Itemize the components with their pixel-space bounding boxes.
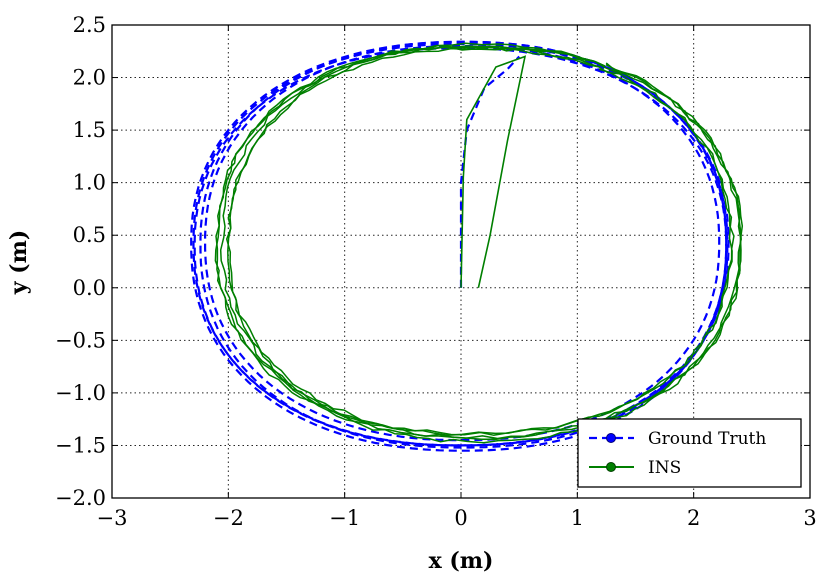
series-0 xyxy=(190,40,730,452)
series-layer xyxy=(190,40,744,452)
series-1-loop-3 xyxy=(227,47,733,436)
series-1-start-leg xyxy=(460,55,527,288)
legend-entry-ins: INS xyxy=(589,458,681,478)
x-tick-label-1: −2 xyxy=(213,506,244,530)
series-0-start-leg xyxy=(459,55,521,288)
x-tick-label-5: 2 xyxy=(687,506,700,530)
legend-box xyxy=(577,418,802,488)
x-tick-label-6: 3 xyxy=(803,506,816,530)
legend-label-ins: INS xyxy=(648,458,681,478)
tick-marks xyxy=(111,24,811,499)
y-tick-label-8: 2.0 xyxy=(73,66,106,90)
y-axis-label: y (m) xyxy=(6,230,32,296)
legend-entry-ground-truth: Ground Truth xyxy=(589,429,766,449)
y-tick-label-6: 1.0 xyxy=(73,171,106,195)
y-tick-label-9: 2.5 xyxy=(73,13,106,37)
x-tick-label-0: −3 xyxy=(97,506,128,530)
y-tick-label-7: 1.5 xyxy=(73,118,106,142)
legend: Ground Truth INS xyxy=(577,418,802,488)
x-tick-label-3: 0 xyxy=(454,506,467,530)
series-0-loop-1 xyxy=(190,40,728,452)
series-1 xyxy=(214,42,744,444)
x-tick-label-2: −1 xyxy=(329,506,360,530)
series-0-loop-3 xyxy=(204,45,721,442)
legend-marker-ins xyxy=(606,462,616,472)
y-tick-label-2: −1.0 xyxy=(55,381,106,405)
y-tick-label-3: −0.5 xyxy=(55,328,106,352)
x-axis-label: x (m) xyxy=(429,548,494,574)
x-tick-labels: −3 −2 −1 0 1 2 3 xyxy=(97,506,817,530)
legend-marker-ground-truth xyxy=(606,433,616,443)
y-tick-label-0: −2.0 xyxy=(55,486,106,510)
series-1-loop-1 xyxy=(225,45,742,444)
legend-label-ground-truth: Ground Truth xyxy=(648,429,766,449)
series-1-loop-4 xyxy=(219,42,744,440)
y-tick-label-1: −1.5 xyxy=(55,433,106,457)
y-tick-labels: −2.0 −1.5 −1.0 −0.5 0.0 0.5 1.0 1.5 2.0 2.5 xyxy=(55,13,106,510)
y-tick-label-5: 0.5 xyxy=(73,223,106,247)
series-0-loop-4 xyxy=(199,40,729,449)
y-tick-label-4: 0.0 xyxy=(73,276,106,300)
x-tick-label-4: 1 xyxy=(571,506,584,530)
series-1-loop-2 xyxy=(215,45,735,436)
series-1-loop-0 xyxy=(214,44,742,441)
